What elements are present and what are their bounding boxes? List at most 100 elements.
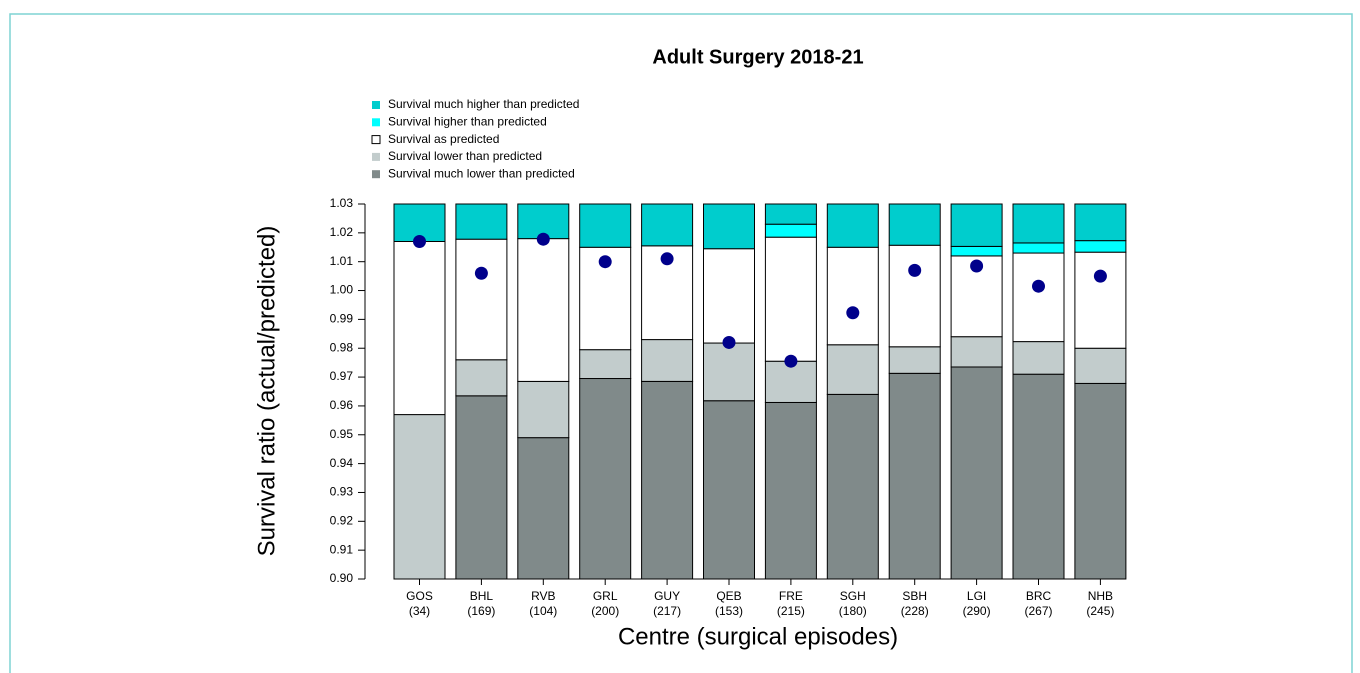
x-tick-sublabel: (34): [409, 604, 430, 618]
point: [908, 263, 922, 277]
x-tick-sublabel: (267): [1024, 604, 1052, 618]
bar-segment: [950, 203, 1003, 247]
legend-label: Survival as predicted: [388, 132, 499, 146]
bar-segment: [888, 244, 941, 348]
legend-label: Survival lower than predicted: [388, 149, 542, 163]
bar-segment: [1012, 252, 1065, 343]
legend-swatch: [372, 152, 380, 161]
x-tick-sublabel: (245): [1086, 604, 1114, 618]
bar-segment: [517, 437, 570, 580]
bar-segment: [579, 378, 632, 580]
legend-swatch: [372, 170, 380, 179]
y-tick-label: 0.95: [330, 427, 354, 441]
bar-segment: [703, 248, 755, 344]
x-tick-label: LGI: [967, 589, 986, 603]
bar-segment: [1074, 240, 1127, 253]
bar-segment: [703, 203, 755, 250]
x-tick-label: BRC: [1026, 589, 1052, 603]
x-tick-sublabel: (200): [591, 604, 619, 618]
bar-segment: [455, 238, 508, 361]
bar-segment: [641, 203, 694, 247]
bar-segment: [703, 342, 755, 402]
y-tick-label: 1.00: [330, 283, 354, 297]
point: [660, 252, 674, 266]
bar-segment: [1012, 203, 1065, 244]
bar-segment: [455, 359, 508, 397]
bar-segment: [826, 344, 879, 395]
bar-segment: [393, 414, 446, 580]
x-tick-label: GUY: [654, 589, 680, 603]
y-tick-label: 1.02: [330, 225, 354, 239]
y-tick-label: 0.91: [330, 542, 354, 556]
bar-segment: [641, 245, 694, 341]
legend-swatch: [372, 118, 380, 127]
bar-segment: [764, 203, 817, 225]
bar-segment: [764, 236, 817, 362]
point: [413, 235, 426, 248]
legend-label: Survival much higher than predicted: [388, 97, 579, 111]
x-tick-sublabel: (215): [777, 604, 805, 618]
x-tick-label: FRE: [779, 589, 803, 603]
bar-segment: [517, 380, 570, 439]
x-tick-label: BHL: [470, 589, 494, 603]
point: [536, 232, 550, 246]
bar-segment: [950, 366, 1003, 580]
x-tick-label: SBH: [902, 589, 927, 603]
y-tick-label: 0.97: [330, 369, 354, 383]
bar-segment: [1012, 373, 1065, 580]
bar-segment: [888, 203, 941, 246]
y-tick-label: 1.03: [330, 196, 354, 210]
bar-segment: [764, 223, 817, 238]
x-axis-label: Centre (surgical episodes): [618, 623, 898, 650]
x-tick-sublabel: (169): [467, 604, 495, 618]
bar-segment: [1074, 203, 1127, 242]
y-tick-label: 0.93: [330, 485, 354, 499]
y-tick-label: 0.99: [330, 312, 354, 326]
x-tick-sublabel: (217): [653, 604, 681, 618]
frame: [9, 13, 1353, 673]
bar-segment: [641, 339, 694, 382]
bar-segment: [1074, 251, 1127, 349]
y-axis-label: Survival ratio (actual/predicted): [253, 226, 280, 557]
x-tick-sublabel: (228): [901, 604, 929, 618]
bar-segment: [1012, 341, 1065, 375]
bar-segment: [764, 360, 817, 403]
point: [598, 255, 612, 269]
y-tick-label: 0.96: [330, 398, 354, 412]
x-tick-label: NHB: [1088, 589, 1113, 603]
y-tick-label: 0.92: [330, 513, 354, 527]
bar-segment: [517, 238, 570, 382]
point: [1032, 279, 1045, 293]
bar-segment: [455, 203, 508, 240]
bar-segment: [579, 349, 632, 380]
bar-segment: [826, 246, 879, 346]
x-tick-label: QEB: [716, 589, 741, 603]
bar-segment: [641, 380, 694, 580]
bar-segment: [1074, 382, 1127, 580]
bar-segment: [826, 393, 879, 580]
bar-segment: [703, 400, 755, 580]
legend-label: Survival higher than predicted: [388, 114, 547, 128]
bar-segment: [764, 401, 817, 580]
x-tick-sublabel: (153): [715, 604, 743, 618]
y-tick-label: 0.90: [330, 571, 354, 585]
x-tick-label: GOS: [406, 589, 433, 603]
legend-swatch: [372, 101, 380, 109]
x-tick-label: RVB: [531, 589, 555, 603]
x-tick-sublabel: (104): [529, 604, 557, 618]
bar-segment: [888, 372, 941, 580]
point: [784, 354, 798, 368]
y-tick-label: 0.94: [330, 456, 354, 470]
bar-segment: [393, 241, 446, 416]
bar-segment: [888, 346, 941, 374]
x-tick-sublabel: (290): [963, 604, 991, 618]
point: [970, 259, 984, 273]
legend-swatch: [371, 135, 381, 145]
bar-segment: [826, 203, 879, 248]
bar-segment: [950, 336, 1003, 368]
x-tick-sublabel: (180): [839, 604, 867, 618]
x-tick-label: GRL: [593, 589, 618, 603]
point: [474, 266, 488, 280]
bar-segment: [1074, 347, 1127, 384]
